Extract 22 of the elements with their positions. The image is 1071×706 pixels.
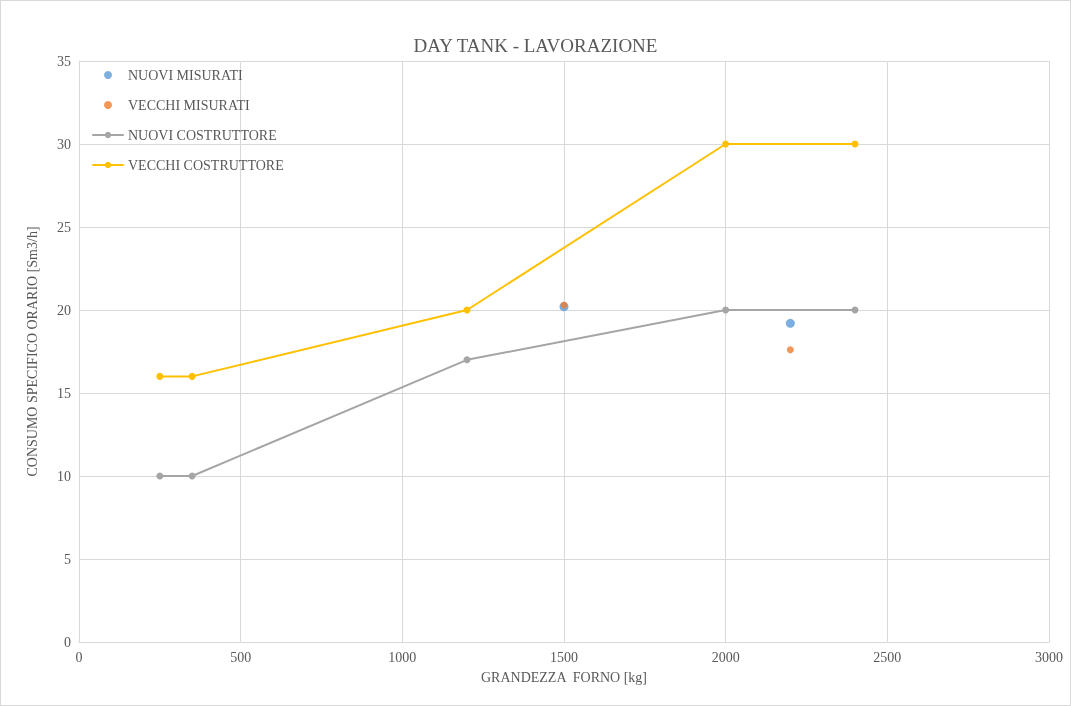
x-tick-label: 1500 bbox=[550, 649, 578, 665]
y-axis-title: CONSUMO SPECIFICO ORARIO [Sm3/h] bbox=[24, 226, 40, 477]
x-tick-label: 2500 bbox=[873, 649, 902, 665]
y-tick-label: 0 bbox=[64, 634, 71, 650]
x-axis-title: GRANDEZZA FORNO [kg] bbox=[480, 669, 648, 685]
x-tick-label: 3000 bbox=[1035, 649, 1063, 665]
y-tick-label: 35 bbox=[57, 53, 71, 69]
x-tick-label: 0 bbox=[75, 649, 83, 665]
y-tick-label: 25 bbox=[57, 219, 71, 235]
legend-label: NUOVI COSTRUTTORE bbox=[128, 127, 277, 143]
x-tick-label: 500 bbox=[230, 649, 252, 665]
y-tick-label: 15 bbox=[57, 385, 71, 401]
chart-title: DAY TANK - LAVORAZIONE bbox=[413, 35, 658, 56]
y-tick-label: 20 bbox=[57, 302, 71, 318]
x-tick-label: 2000 bbox=[711, 649, 740, 665]
legend-label: VECCHI COSTRUTTORE bbox=[128, 157, 284, 173]
legend-label: NUOVI MISURATI bbox=[128, 67, 244, 83]
y-tick-label: 30 bbox=[57, 136, 71, 152]
x-tick-label: 1000 bbox=[388, 649, 417, 665]
legend-label: VECCHI MISURATI bbox=[128, 97, 251, 113]
y-tick-label: 5 bbox=[64, 551, 71, 567]
y-tick-label: 10 bbox=[57, 468, 71, 484]
